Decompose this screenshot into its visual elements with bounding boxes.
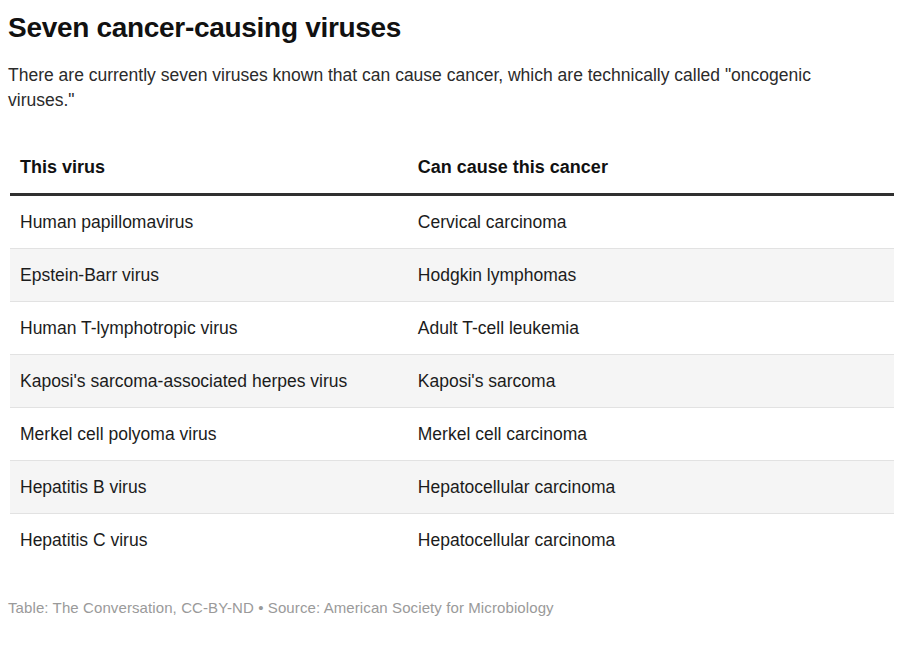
virus-cell: Hepatitis C virus xyxy=(10,514,408,567)
header-row: This virus Can cause this cancer xyxy=(10,137,894,195)
cancer-cell: Cervical carcinoma xyxy=(408,195,894,249)
virus-cell: Epstein-Barr virus xyxy=(10,249,408,302)
subtitle: There are currently seven viruses known … xyxy=(8,63,853,113)
cancer-cell: Merkel cell carcinoma xyxy=(408,408,894,461)
virus-cell: Human T-lymphotropic virus xyxy=(10,302,408,355)
column-header-cancer: Can cause this cancer xyxy=(408,137,894,195)
cancer-cell: Adult T-cell leukemia xyxy=(408,302,894,355)
table-row: Human T-lymphotropic virus Adult T-cell … xyxy=(10,302,894,355)
table-graphic: Seven cancer-causing viruses There are c… xyxy=(0,0,900,616)
table-row: Hepatitis C virus Hepatocellular carcino… xyxy=(10,514,894,567)
table-row: Kaposi's sarcoma-associated herpes virus… xyxy=(10,355,894,408)
virus-cell: Merkel cell polyoma virus xyxy=(10,408,408,461)
virus-cell: Human papillomavirus xyxy=(10,195,408,249)
virus-cell: Hepatitis B virus xyxy=(10,461,408,514)
table-row: Human papillomavirus Cervical carcinoma xyxy=(10,195,894,249)
cancer-cell: Hodgkin lymphomas xyxy=(408,249,894,302)
data-table: This virus Can cause this cancer Human p… xyxy=(10,137,894,566)
cancer-cell: Hepatocellular carcinoma xyxy=(408,514,894,567)
footer-credit: Table: The Conversation, CC-BY-ND • Sour… xyxy=(8,599,893,616)
virus-cell: Kaposi's sarcoma-associated herpes virus xyxy=(10,355,408,408)
page-title: Seven cancer-causing viruses xyxy=(8,12,893,44)
table-row: Merkel cell polyoma virus Merkel cell ca… xyxy=(10,408,894,461)
table-row: Epstein-Barr virus Hodgkin lymphomas xyxy=(10,249,894,302)
table-row: Hepatitis B virus Hepatocellular carcino… xyxy=(10,461,894,514)
column-header-virus: This virus xyxy=(10,137,408,195)
cancer-cell: Hepatocellular carcinoma xyxy=(408,461,894,514)
cancer-cell: Kaposi's sarcoma xyxy=(408,355,894,408)
